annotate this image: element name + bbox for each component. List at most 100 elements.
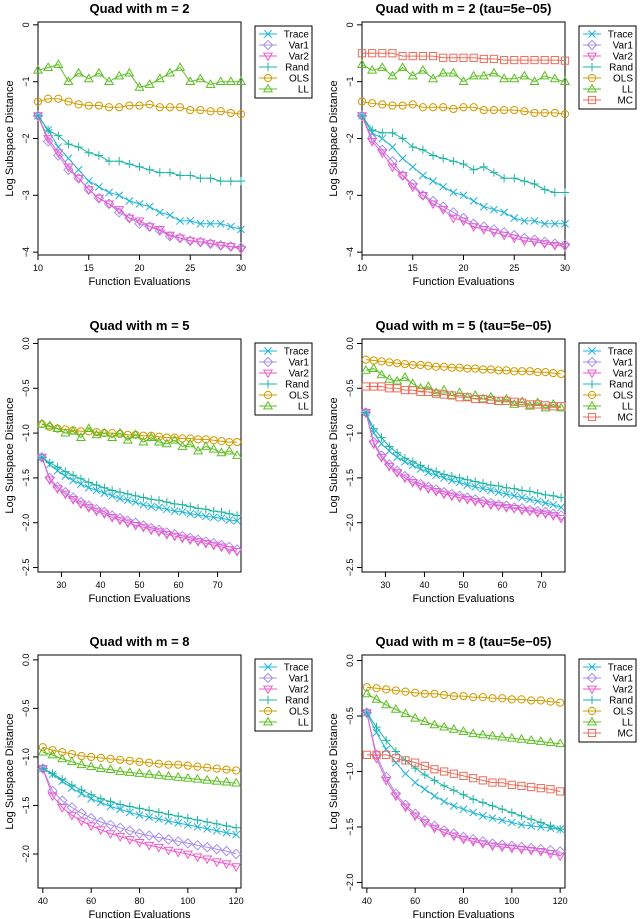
- data-point-rand: [400, 453, 410, 463]
- data-point-var2: [454, 494, 465, 504]
- data-point-var1: [371, 749, 382, 761]
- data-point-var2: [524, 507, 535, 517]
- y-tick-label: −2.5: [21, 559, 31, 577]
- data-point-ols: [145, 100, 154, 109]
- data-point-var2: [47, 792, 58, 802]
- data-point-mc: [536, 784, 545, 793]
- data-point-ll: [216, 447, 227, 457]
- data-point-var2: [493, 502, 504, 512]
- data-point-var2: [477, 840, 488, 850]
- data-point-trace: [174, 819, 183, 827]
- chart-title: Quad with m = 2 (tau=5e−05): [376, 1, 552, 16]
- series-rand: [33, 111, 246, 186]
- legend-marker-trace: [588, 347, 596, 355]
- y-tick-label: −0.5: [345, 379, 355, 397]
- data-point-var2: [91, 507, 102, 517]
- data-point-ll: [438, 67, 449, 77]
- data-point-var2: [545, 850, 556, 860]
- data-point-trace: [439, 182, 448, 191]
- series-var2: [36, 453, 243, 557]
- data-point-trace: [500, 208, 509, 217]
- data-point-rand: [209, 506, 218, 516]
- data-point-ll: [153, 769, 164, 779]
- data-point-rand: [385, 442, 394, 451]
- data-point-rand: [74, 142, 83, 152]
- legend-marker-ols: [587, 73, 597, 83]
- data-point-var2: [144, 223, 155, 232]
- data-point-ll: [68, 425, 79, 435]
- data-point-trace: [123, 496, 132, 505]
- series-rand: [357, 111, 570, 197]
- data-point-trace: [471, 482, 480, 491]
- y-tick-label: −2: [21, 133, 31, 143]
- data-point-ols: [510, 105, 519, 115]
- data-point-ll: [83, 423, 94, 432]
- data-point-trace: [429, 177, 438, 186]
- y-tick-label: −0.5: [21, 700, 31, 718]
- data-point-mc: [362, 750, 371, 759]
- legend-label: Rand: [609, 696, 633, 707]
- data-point-var1: [52, 150, 64, 161]
- data-point-var1: [427, 195, 439, 207]
- data-point-ll: [44, 420, 55, 430]
- data-point-rand: [45, 458, 54, 467]
- data-point-trace: [447, 476, 456, 485]
- data-point-var2: [448, 832, 459, 842]
- x-tick-label: 25: [509, 263, 519, 273]
- data-point-var2: [144, 841, 155, 851]
- data-point-rand: [499, 174, 509, 183]
- data-point-rand: [186, 171, 195, 180]
- data-point-trace: [165, 211, 174, 220]
- legend-label: Trace: [608, 663, 634, 674]
- data-point-ols: [165, 103, 175, 112]
- data-point-mc: [372, 750, 381, 759]
- data-point-var2: [103, 200, 115, 210]
- data-point-var2: [390, 792, 401, 802]
- data-point-var1: [380, 771, 392, 783]
- series-ll: [360, 363, 567, 412]
- data-point-mc: [560, 56, 570, 65]
- legend-marker-ll: [586, 83, 598, 93]
- data-point-rand: [424, 464, 433, 474]
- data-point-mc: [500, 55, 509, 65]
- data-point-var1: [437, 201, 449, 213]
- data-point-var2: [185, 536, 196, 546]
- data-point-ll: [107, 432, 118, 441]
- data-point-mc: [479, 54, 488, 64]
- data-point-var1: [172, 836, 184, 847]
- y-tick-label: −2.0: [345, 514, 355, 532]
- data-point-var2: [231, 863, 242, 873]
- data-point-mc: [549, 402, 558, 411]
- data-point-ll: [448, 723, 459, 733]
- data-point-var1: [477, 836, 489, 847]
- data-point-rand: [53, 462, 62, 472]
- data-point-ll: [114, 427, 126, 437]
- data-point-ll: [95, 763, 106, 772]
- series-ll: [361, 688, 566, 748]
- data-point-var2: [153, 528, 165, 538]
- data-point-ll: [407, 70, 418, 80]
- data-point-ols: [174, 760, 183, 769]
- data-point-var1: [496, 839, 508, 851]
- series-line-var2: [41, 457, 238, 552]
- data-point-ols: [401, 687, 410, 696]
- data-point-rand: [54, 131, 63, 140]
- data-point-mc: [478, 394, 488, 404]
- data-point-mc: [428, 51, 438, 61]
- data-point-rand: [178, 500, 187, 509]
- legend-marker-var1: [586, 39, 598, 51]
- series-var2: [356, 112, 571, 252]
- data-point-var2: [555, 852, 566, 862]
- data-point-rand: [357, 111, 367, 120]
- data-point-var1: [448, 828, 460, 839]
- data-point-rand: [408, 457, 417, 466]
- data-point-ols: [510, 367, 519, 376]
- series-line-trace: [41, 456, 238, 522]
- data-point-var2: [185, 237, 196, 247]
- data-point-var2: [478, 226, 489, 235]
- data-point-var2: [138, 523, 149, 533]
- y-axis-label: Log Subspace Distance: [4, 713, 16, 829]
- series-ols: [361, 355, 566, 379]
- data-point-ll: [83, 73, 94, 83]
- data-point-ols: [193, 762, 202, 771]
